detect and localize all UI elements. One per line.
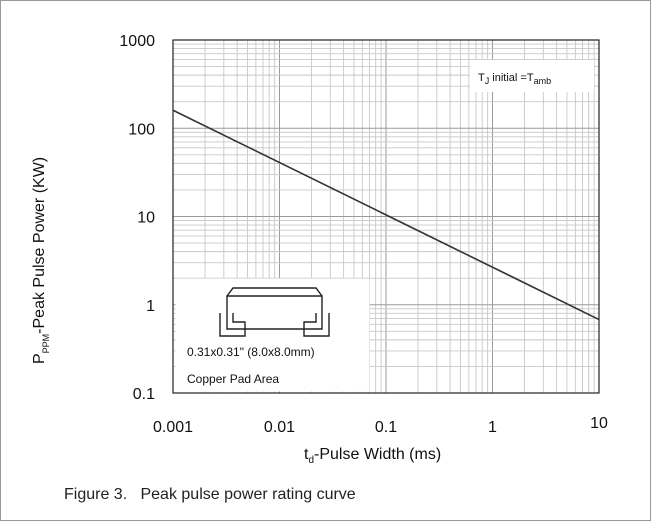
y-axis-title: PPPM-Peak Pulse Power (KW) — [31, 157, 51, 364]
copper-pad-inset: 0.31x0.31" (8.0x8.0mm) Copper Pad Area — [175, 278, 370, 392]
svg-text:TJ initial =Tamb: TJ initial =Tamb — [478, 72, 551, 86]
inset-area-text: Copper Pad Area — [187, 372, 279, 386]
x-tick-label: 10 — [590, 415, 608, 432]
peak-pulse-power-chart: 0.001 0.01 0.1 1 10 0.1 1 10 100 1000 TJ initial … — [31, 33, 608, 466]
x-tick-label: 0.1 — [375, 419, 397, 436]
tick-labels: 0.001 0.01 0.1 1 10 0.1 1 10 100 1000 — [119, 33, 608, 436]
x-tick-label: 1 — [488, 419, 497, 436]
figure-caption: Figure 3. Peak pulse power rating curve — [64, 486, 356, 503]
y-tick-label: 100 — [128, 121, 155, 138]
tj-annotation: TJ initial =Tamb — [470, 60, 594, 92]
y-tick-label: 0.1 — [133, 386, 155, 403]
inset-size-text: 0.31x0.31" (8.0x8.0mm) — [187, 345, 315, 359]
series-layer — [172, 109, 600, 321]
x-axis-title: td-Pulse Width (ms) — [304, 446, 441, 466]
x-tick-label: 0.001 — [153, 419, 193, 436]
y-tick-label: 1 — [146, 298, 155, 315]
y-tick-label: 1000 — [119, 33, 155, 50]
y-tick-label: 10 — [137, 210, 155, 227]
x-tick-label: 0.01 — [264, 419, 295, 436]
plot-area-border — [172, 39, 600, 394]
series-line — [172, 109, 600, 321]
package-outline-icon — [219, 287, 330, 337]
